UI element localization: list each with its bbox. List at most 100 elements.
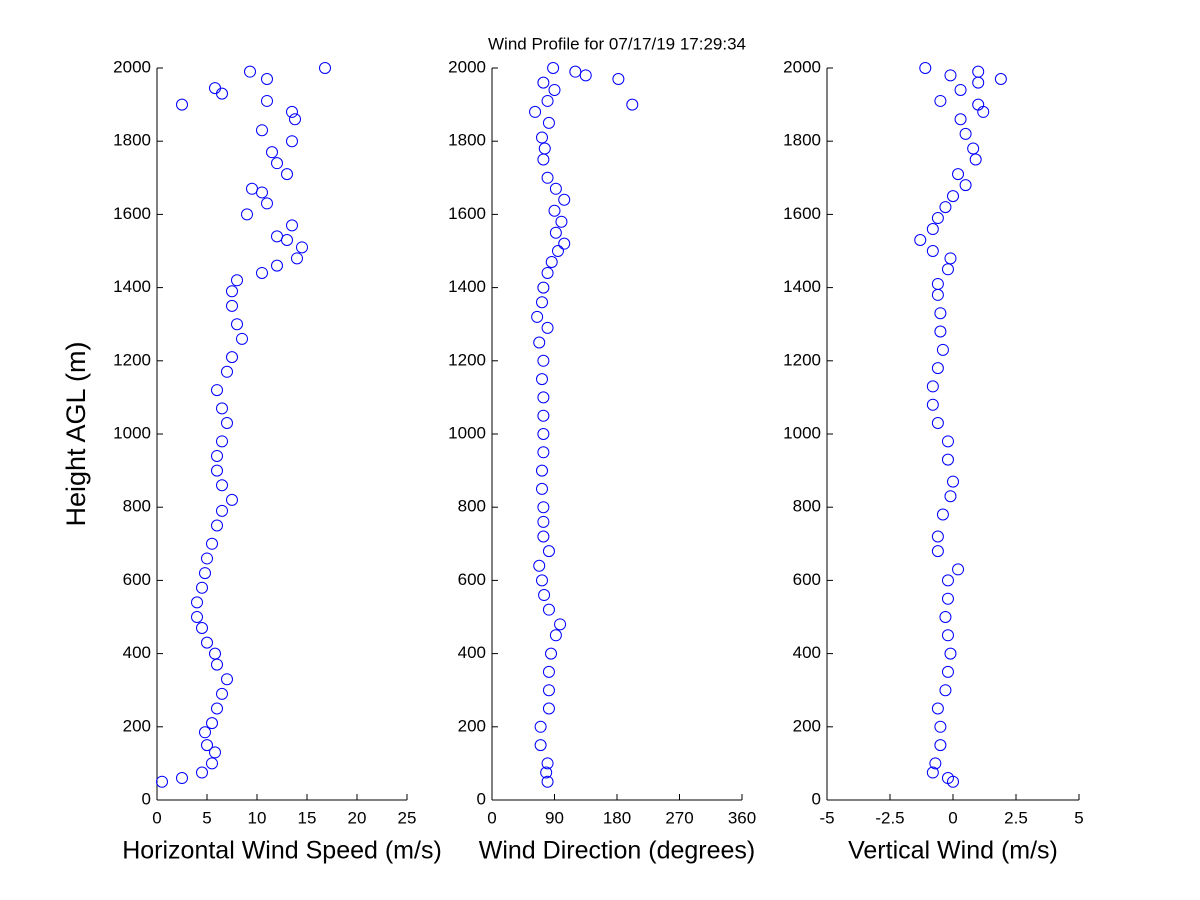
data-point xyxy=(549,629,562,642)
y-tick-label: 0 xyxy=(142,789,151,808)
x-tick-label: -5 xyxy=(819,808,834,827)
data-point xyxy=(540,766,553,779)
data-point xyxy=(934,720,947,733)
data-point xyxy=(211,702,223,715)
x-axis-label: Horizontal Wind Speed (m/s) xyxy=(122,837,442,865)
y-tick-label: 200 xyxy=(123,716,151,735)
data-point xyxy=(206,757,218,770)
data-point xyxy=(542,603,555,616)
data-point xyxy=(934,94,947,107)
data-point xyxy=(211,449,223,462)
data-point xyxy=(954,113,967,126)
data-point xyxy=(536,482,548,495)
data-point xyxy=(626,98,639,111)
data-point xyxy=(542,684,555,697)
data-point xyxy=(537,428,550,440)
data-point xyxy=(536,574,548,587)
x-tick-label: 5 xyxy=(1074,808,1083,827)
data-point xyxy=(211,384,223,397)
data-point xyxy=(531,310,544,323)
data-point xyxy=(289,113,301,126)
x-tick-label: 15 xyxy=(298,808,317,827)
data-point xyxy=(536,373,548,386)
data-point xyxy=(533,336,546,349)
data-point xyxy=(536,296,548,309)
data-point xyxy=(196,581,208,594)
data-point xyxy=(994,72,1007,85)
data-point xyxy=(211,464,223,477)
data-point xyxy=(972,65,985,78)
y-tick-label: 1000 xyxy=(113,423,151,442)
x-tick-label: 2.5 xyxy=(1004,808,1028,827)
x-tick-label: 10 xyxy=(248,808,267,827)
data-point xyxy=(216,435,228,448)
y-tick-label: 1800 xyxy=(448,131,486,150)
data-point xyxy=(206,717,218,730)
data-point xyxy=(209,82,221,95)
y-tick-label: 1600 xyxy=(448,204,486,223)
y-tick-label: 2000 xyxy=(113,57,151,76)
data-point xyxy=(969,153,982,166)
y-tick-label: 1800 xyxy=(783,131,821,150)
y-tick-label: 1600 xyxy=(783,204,821,223)
data-point xyxy=(541,757,554,770)
data-point xyxy=(926,380,939,393)
data-point xyxy=(542,702,555,715)
data-point xyxy=(538,142,551,155)
y-tick-label: 1600 xyxy=(113,204,151,223)
data-point xyxy=(548,83,561,96)
x-tick-label: 270 xyxy=(665,808,693,827)
data-point xyxy=(952,563,965,576)
data-point xyxy=(929,757,942,770)
data-point xyxy=(536,131,548,144)
data-point xyxy=(959,179,972,192)
data-point xyxy=(941,665,954,678)
data-point xyxy=(941,435,954,448)
data-point xyxy=(271,157,283,170)
data-point xyxy=(931,702,944,715)
data-point xyxy=(972,98,985,111)
data-point xyxy=(555,215,568,228)
data-point xyxy=(541,266,554,279)
data-point xyxy=(211,519,223,532)
data-point xyxy=(537,354,550,367)
data-point xyxy=(545,255,558,268)
data-point xyxy=(261,94,273,107)
y-tick-label: 800 xyxy=(458,497,486,516)
y-tick-label: 600 xyxy=(123,570,151,589)
data-point xyxy=(226,285,238,298)
y-tick-label: 400 xyxy=(123,643,151,662)
data-point xyxy=(271,259,283,272)
data-point xyxy=(176,98,188,111)
data-point xyxy=(291,252,303,265)
y-tick-label: 1000 xyxy=(783,423,821,442)
data-point xyxy=(256,266,268,279)
data-point xyxy=(542,665,555,678)
data-point xyxy=(537,76,550,89)
data-point xyxy=(548,204,561,217)
data-point xyxy=(533,559,546,572)
data-point xyxy=(547,62,560,74)
data-point xyxy=(226,299,238,312)
data-point xyxy=(926,766,939,779)
data-point xyxy=(934,325,947,338)
y-tick-label: 1400 xyxy=(113,277,151,296)
y-tick-label: 0 xyxy=(812,789,821,808)
data-point xyxy=(199,726,211,739)
data-point xyxy=(558,237,571,250)
data-point xyxy=(537,391,550,404)
data-point xyxy=(176,772,188,785)
data-point xyxy=(931,545,944,558)
data-point xyxy=(931,530,944,543)
data-point xyxy=(931,277,944,290)
x-tick-label: -2.5 xyxy=(875,808,904,827)
data-point xyxy=(954,83,967,96)
data-point xyxy=(231,274,243,287)
y-tick-label: 600 xyxy=(458,570,486,589)
data-point xyxy=(221,673,233,686)
y-tick-label: 400 xyxy=(458,643,486,662)
x-tick-label: 0 xyxy=(152,808,161,827)
y-tick-label: 800 xyxy=(123,497,151,516)
data-point xyxy=(537,281,550,294)
